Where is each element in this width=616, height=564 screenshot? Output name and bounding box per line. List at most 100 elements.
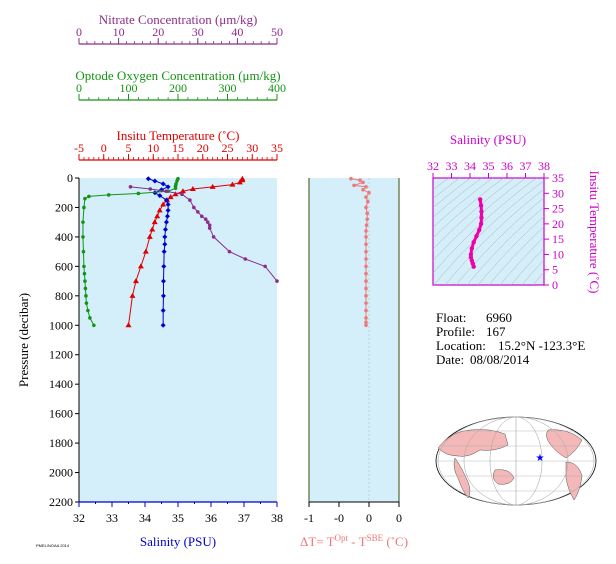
ts-point (477, 227, 482, 233)
location-value: 15.2°N -123.3°E (498, 338, 585, 353)
delta-t-point (349, 176, 353, 181)
ts-y-tick-label: 0 (552, 278, 558, 292)
pressure-tick-label: 2000 (49, 466, 73, 480)
delta-t-point (352, 183, 356, 188)
density-contour (466, 206, 544, 285)
density-contour (532, 271, 544, 285)
top-tick-label: 200 (169, 81, 187, 95)
delta-t-point (364, 308, 368, 313)
top-tick-label: 30 (246, 141, 258, 155)
density-contour (433, 178, 493, 228)
ts-x-tick-label: 34 (464, 159, 476, 173)
salinity-point (162, 227, 168, 233)
top-tick-label: 5 (126, 141, 132, 155)
ts-y-tick-label: 20 (552, 217, 564, 231)
delta-t-panel: -1 -0 0 0 ΔT= TOpt - TSBE (˚C) (300, 176, 408, 549)
top-axis-0: Nitrate Concentration (μm/kg) 0 10 20 30 40 50 (76, 12, 283, 45)
nitrate-point (205, 220, 210, 224)
eurasia-shape (437, 429, 509, 457)
delta-t-line (350, 178, 370, 326)
top-tick-label: 40 (231, 25, 243, 39)
salinity-tick-label: 33 (106, 511, 118, 525)
oxygen-point (81, 235, 85, 239)
float-info: Float: 6960 Profile: 167 Location: 15.2°… (436, 310, 585, 367)
nitrate-point (196, 210, 200, 214)
salinity-point (160, 322, 166, 328)
salinity-point (161, 263, 167, 269)
salinity-tick-label: 36 (205, 511, 217, 525)
footer-note: PMEL/NOAA 2014 (36, 543, 70, 548)
oxygen-point (82, 205, 86, 210)
delta-t-axis-label: ΔT= TOpt - TSBE (˚C) (300, 533, 408, 549)
salinity-axis-label: Salinity (PSU) (140, 534, 216, 549)
oxygen-series (81, 176, 180, 328)
ts-x-tick-label: 32 (427, 159, 439, 173)
world-map: ★ (435, 416, 597, 506)
oxygen-point (106, 193, 111, 197)
top-tick-label: -5 (74, 141, 84, 155)
delta-t-point (364, 257, 368, 261)
density-contour (477, 216, 544, 285)
delta-t-point (364, 249, 368, 254)
pressure-tick-label: 200 (55, 200, 73, 214)
pressure-tick-label: 1400 (49, 377, 73, 391)
nitrate-series (128, 185, 279, 283)
temperature-point (146, 233, 153, 239)
ts-point (478, 203, 484, 208)
ts-x-tick-label: 35 (483, 159, 495, 173)
ts-y-tick-label: 10 (552, 247, 564, 261)
ts-point (474, 233, 479, 239)
ts-y-tick-label: 25 (552, 202, 564, 216)
density-contour (521, 259, 544, 285)
nitrate-point (199, 214, 204, 219)
oxygen-point (83, 279, 87, 283)
ts-y-tick-label: 5 (552, 263, 558, 277)
temperature-series (125, 175, 246, 328)
salinity-tick-label: 38 (271, 511, 283, 525)
nitrate-point (164, 189, 168, 194)
temperature-point (149, 226, 156, 232)
profile-value: 167 (486, 324, 506, 339)
delta-t-point (364, 286, 368, 291)
oxygen-point (88, 316, 92, 320)
delta-t-point (365, 217, 370, 222)
salinity-point (163, 197, 169, 203)
salinity-point (160, 181, 166, 187)
oxygen-point (83, 196, 87, 201)
top-tick-label: 300 (219, 81, 237, 95)
oxygen-point (83, 286, 88, 291)
delta-t-point (364, 301, 368, 305)
temperature-point (137, 263, 144, 269)
delta-t-point (364, 279, 368, 283)
oxygen-point (92, 323, 96, 328)
ts-point (477, 197, 483, 202)
ts-x-tick-label: 38 (538, 159, 550, 173)
top-tick-label: 10 (147, 141, 159, 155)
salinity-point (152, 178, 158, 184)
nitrate-point (203, 217, 208, 222)
nitrate-point (128, 185, 133, 189)
date-value: 08/08/2014 (470, 352, 530, 367)
top-axis-label: Nitrate Concentration (μm/kg) (99, 12, 258, 27)
density-contour (444, 188, 544, 285)
profile-label: Profile: (436, 324, 475, 339)
date-label: Date: (436, 352, 464, 367)
top-tick-label: 0 (76, 25, 82, 39)
nitrate-point (148, 187, 153, 191)
delta-t-point (364, 242, 368, 247)
float-label: Float: (436, 310, 466, 325)
delta-t-tick-label: 0 (366, 511, 372, 525)
top-axis-1: Optode Oxygen Concentration (μm/kg)0 100 2… (75, 68, 286, 101)
delta-t-point (361, 180, 365, 185)
delta-t-point (364, 320, 368, 325)
salinity-point (165, 184, 171, 190)
temperature-point (236, 179, 243, 185)
delta-t-point (364, 185, 368, 189)
top-axis-label: Optode Oxygen Concentration (μm/kg) (75, 68, 280, 83)
delta-t-point (364, 195, 368, 199)
ts-point (469, 246, 475, 251)
density-contour (433, 178, 526, 262)
salinity-point (165, 207, 171, 213)
ts-y-tick-label: 30 (552, 186, 564, 200)
temperature-point (125, 322, 132, 328)
